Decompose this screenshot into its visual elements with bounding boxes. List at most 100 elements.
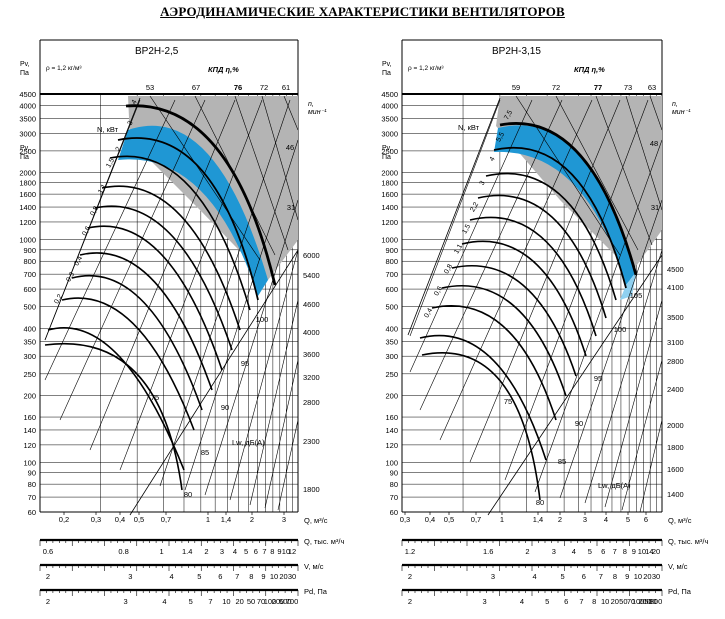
- scale-tick-label: 2: [46, 597, 50, 606]
- scale-label: Q, тыс. м³/ч: [668, 537, 708, 546]
- power-value-label: 1,5: [105, 157, 116, 169]
- y-tick-label: 400: [23, 324, 36, 333]
- efficiency-tick-label: 67: [192, 83, 200, 92]
- speed-tick-label: 4500: [667, 265, 684, 274]
- scale-tick-label: 10: [222, 597, 230, 606]
- noise-value-label: 80: [184, 490, 192, 499]
- speed-line: [59, 99, 206, 421]
- power-value-label: 1,1: [97, 183, 108, 195]
- scale-tick-label: 50: [619, 597, 627, 606]
- fan-curve: [79, 252, 213, 391]
- scale-label: Q, тыс. м³/ч: [304, 537, 344, 546]
- scale-tick-label: 10: [634, 572, 642, 581]
- speed-tick-label: 5400: [303, 271, 320, 280]
- scale-tick-label: 7: [262, 547, 266, 556]
- edge-value-label: 46: [286, 143, 294, 152]
- y-tick-label: 80: [390, 480, 398, 489]
- y-tick-label: 1000: [19, 236, 36, 245]
- scale-tick-label: 14: [645, 547, 653, 556]
- pressure-label-unit: Па: [20, 70, 29, 77]
- x-tick-label: 0,4: [115, 515, 125, 524]
- fan-curve: [61, 297, 195, 431]
- speed-line: [249, 299, 299, 506]
- x-axis-label: Q, м³/с: [668, 516, 692, 525]
- efficiency-ray: [555, 95, 639, 251]
- x-tick-label: 3: [282, 515, 286, 524]
- scale-tick-label: 50: [247, 597, 255, 606]
- efficiency-ray: [515, 95, 621, 256]
- noise-value-label: 75: [504, 397, 512, 406]
- noise-value-label: 90: [221, 403, 229, 412]
- noise-label: Lw, дБ(А): [232, 438, 265, 447]
- speed-line: [439, 99, 593, 441]
- power-label: N, кВт: [97, 125, 119, 134]
- scale-tick-label: 6: [218, 572, 222, 581]
- scale-label: V, м/с: [304, 562, 324, 571]
- y-tick-label: 200: [385, 391, 398, 400]
- scale-tick-label: 800: [650, 597, 663, 606]
- speed-tick-label: 1400: [667, 490, 684, 499]
- scale-tick-label: 100: [264, 597, 277, 606]
- efficiency-tick-label: 59: [512, 83, 520, 92]
- scale-tick-label: 6: [564, 597, 568, 606]
- scale-tick-label: 7: [579, 597, 583, 606]
- y-tick-label: 1800: [19, 179, 36, 188]
- scale-tick-label: 3: [123, 597, 127, 606]
- efficiency-tick-label: 53: [146, 83, 154, 92]
- scale-tick-label: 9: [277, 547, 281, 556]
- work-zone: [494, 125, 636, 285]
- scale-label: Pd, Па: [668, 587, 692, 596]
- y-tick-label: 120: [385, 441, 398, 450]
- scale-label: V, м/с: [668, 562, 688, 571]
- efficiency-ray: [649, 95, 663, 131]
- speed-tick-label: 4600: [303, 300, 320, 309]
- speed-tick-label: 3100: [667, 338, 684, 347]
- scale-tick-label: 5: [244, 547, 248, 556]
- scale-tick-label: 70: [257, 597, 265, 606]
- y-tick-label: 3500: [19, 114, 36, 123]
- y-tick-label: 600: [385, 285, 398, 294]
- y-tick-label: 160: [23, 413, 36, 422]
- y-tick-label: 70: [28, 493, 36, 502]
- speed-tick-label: 2000: [667, 421, 684, 430]
- y-tick-label: 2500: [19, 147, 36, 156]
- power-value-label: 0,2: [53, 293, 64, 305]
- power-value-label: 1,1: [453, 243, 464, 255]
- speed-tick-label: 1800: [667, 443, 684, 452]
- scale-tick-label: 6: [254, 547, 258, 556]
- y-tick-label: 400: [385, 324, 398, 333]
- pressure-label-side: Pv,: [20, 145, 30, 152]
- y-tick-label: 1200: [19, 218, 36, 227]
- x-axis-label: Q, м³/с: [304, 516, 328, 525]
- fan-curve: [461, 240, 587, 357]
- scale-tick-label: 20: [611, 597, 619, 606]
- y-tick-label: 1000: [381, 236, 398, 245]
- scale-tick-label: 8: [613, 572, 617, 581]
- efficiency-tick-label: 61: [282, 83, 290, 92]
- speed-line: [409, 99, 501, 337]
- speed-line: [204, 199, 299, 496]
- page-title: АЭРОДИНАМИЧЕСКИЕ ХАРАКТЕРИСТИКИ ВЕНТИЛЯТ…: [160, 4, 565, 19]
- y-tick-label: 4000: [19, 101, 36, 110]
- scale-tick-label: 2: [408, 597, 412, 606]
- scale-tick-label: 8: [623, 547, 627, 556]
- x-tick-label: 5: [626, 515, 630, 524]
- fan-curve: [485, 172, 617, 301]
- efficiency-tick-label: 72: [552, 83, 560, 92]
- efficiency-tick-label: 76: [234, 83, 242, 92]
- y-tick-label: 1400: [19, 203, 36, 212]
- y-tick-label: 3500: [381, 114, 398, 123]
- scale-tick-label: 2: [46, 572, 50, 581]
- fan-curve: [109, 155, 251, 311]
- efficiency-label: КПД η,%: [574, 65, 605, 74]
- scale-tick-label: 4: [533, 572, 537, 581]
- edge-value-label: 31: [287, 203, 295, 212]
- power-value-label: 1,5: [461, 223, 472, 235]
- y-tick-label: 300: [23, 352, 36, 361]
- efficiency-tick-label: 77: [594, 83, 602, 92]
- fan-curve: [101, 185, 241, 331]
- power-value-label: 2: [115, 146, 123, 153]
- chart-title: ВР2Н-3,15: [492, 46, 541, 57]
- speed-tick-label: 1600: [667, 465, 684, 474]
- scale-tick-label: 5: [561, 572, 565, 581]
